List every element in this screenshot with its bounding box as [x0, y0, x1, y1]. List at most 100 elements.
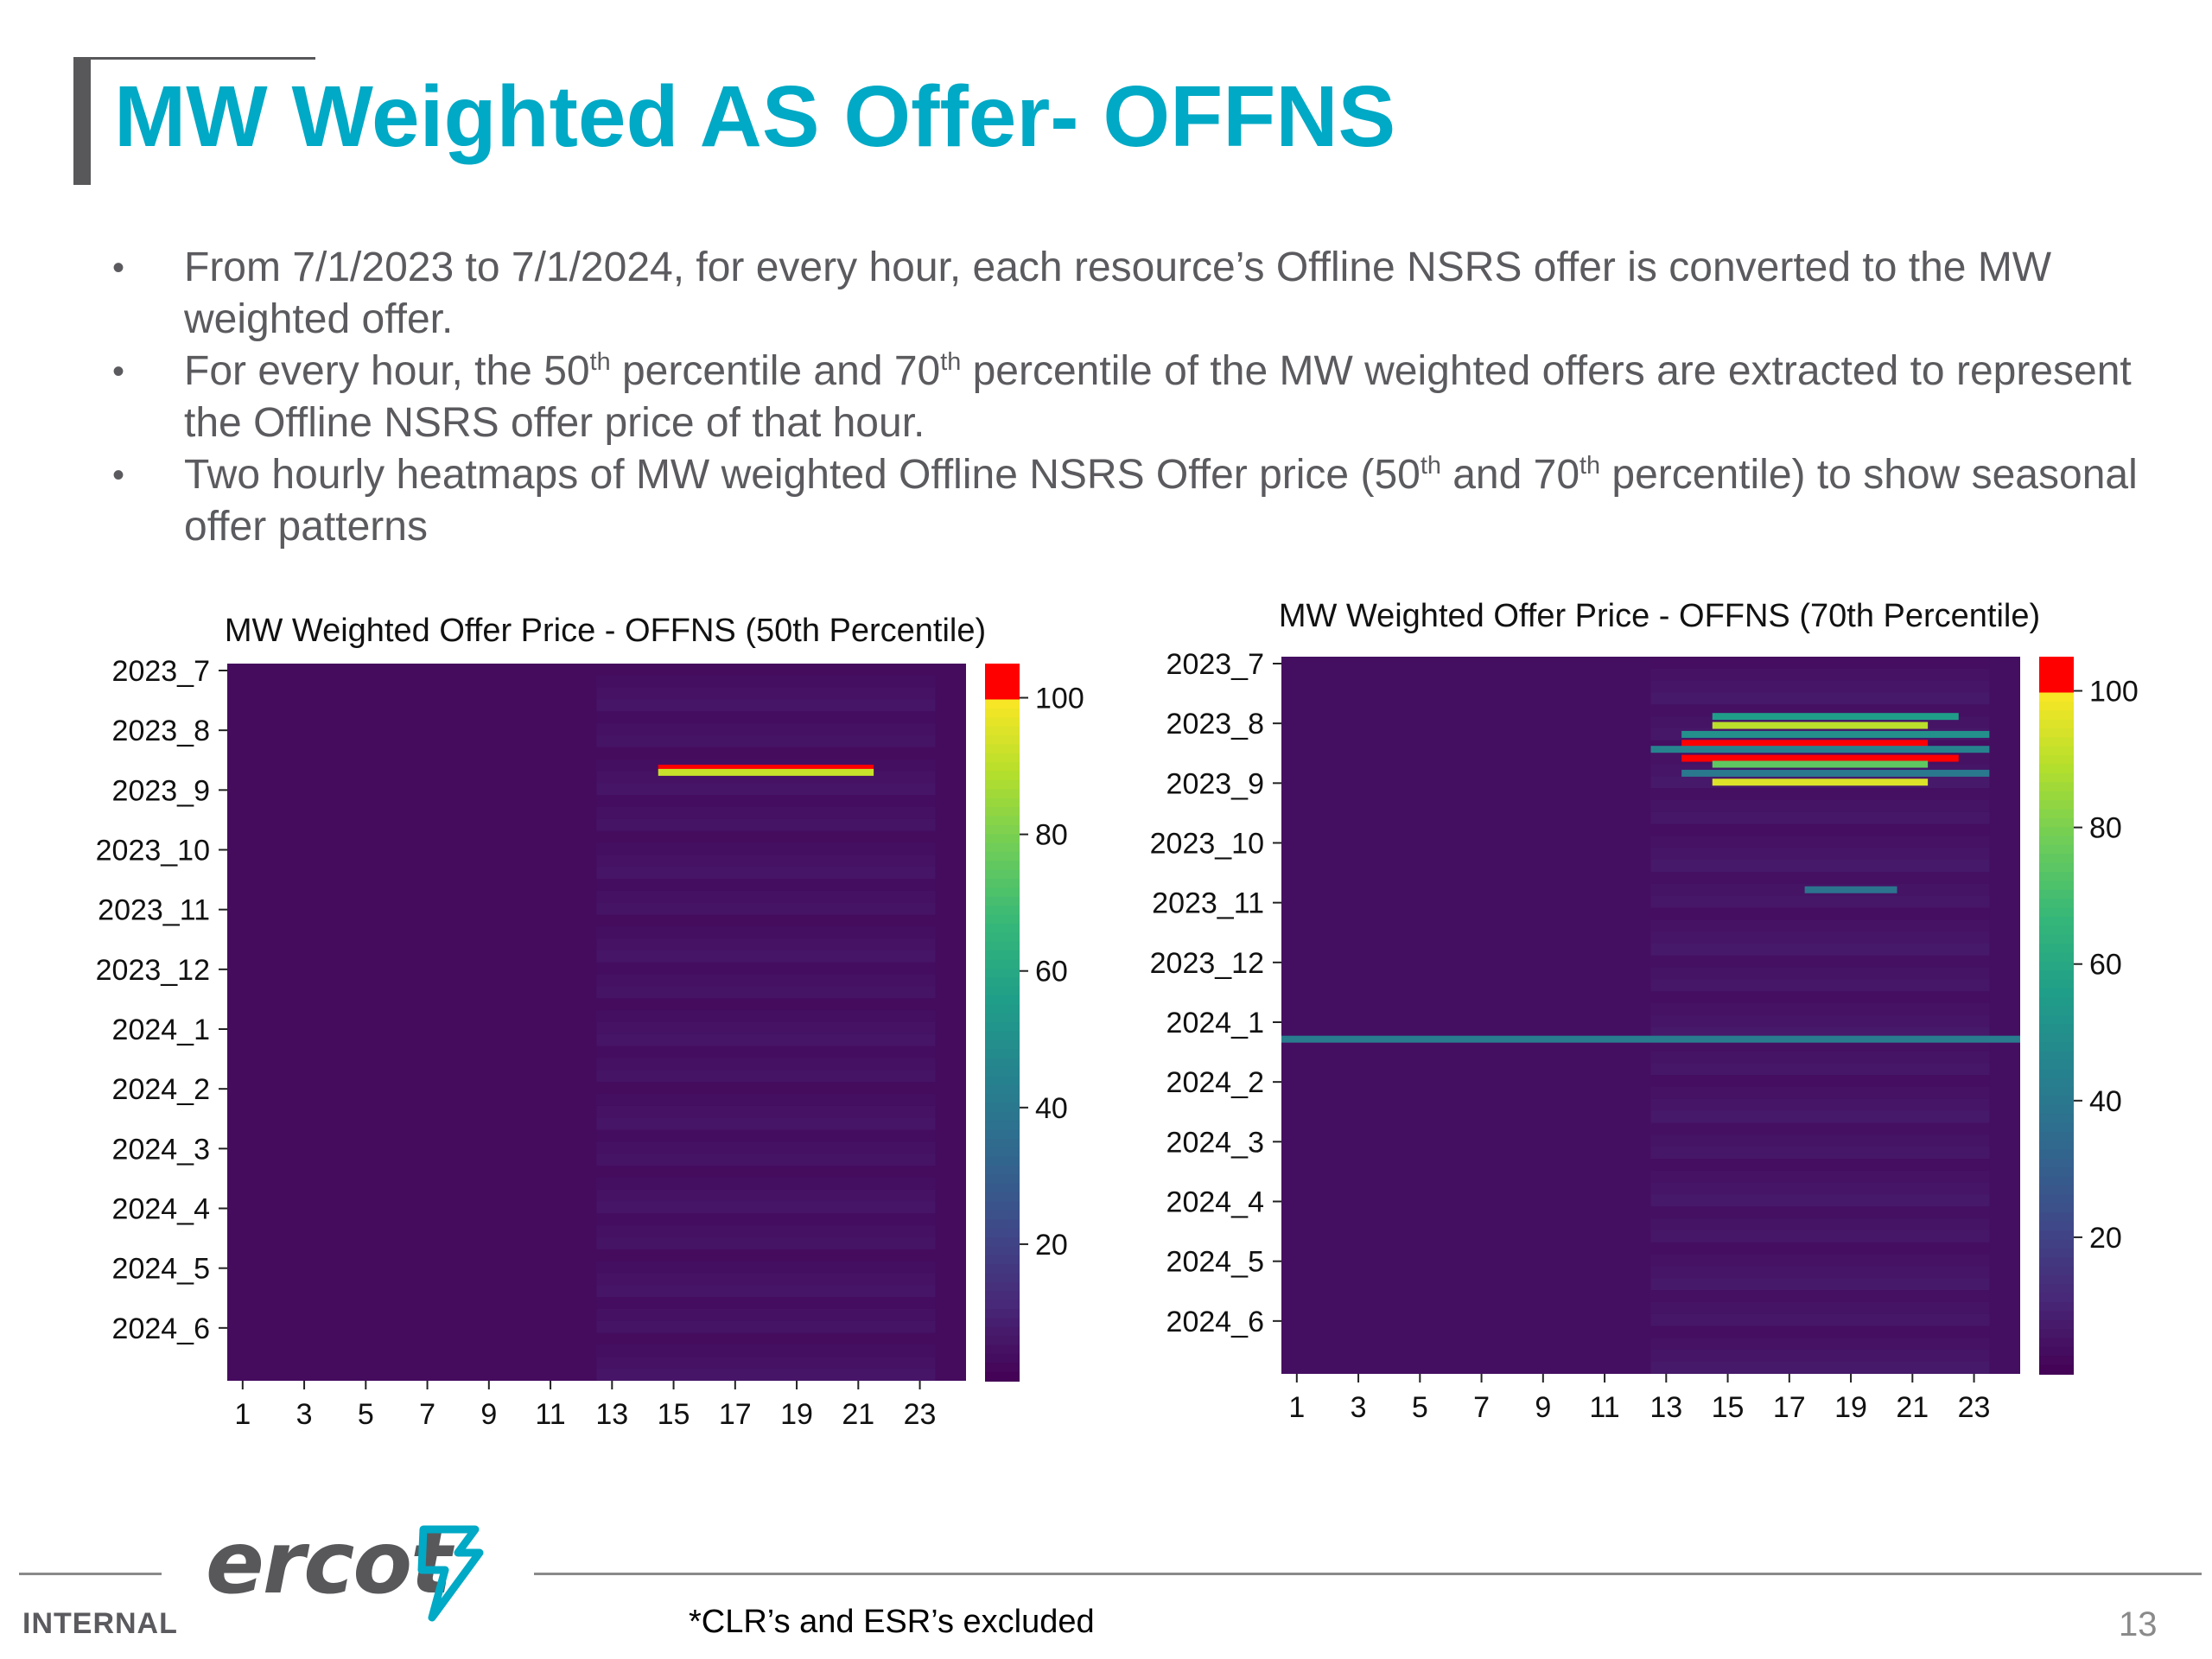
- colorbar-segment: [2039, 674, 2074, 685]
- colorbar-segment: [985, 708, 1020, 719]
- x-tick-label: 9: [1535, 1391, 1551, 1424]
- colorbar-segment: [985, 1273, 1020, 1283]
- colorbar-tick-label: 100: [2089, 676, 2139, 709]
- heatmap-texture-row: [1650, 931, 1990, 944]
- colorbar-segment: [985, 1121, 1020, 1131]
- y-tick-label: 2024_4: [1166, 1186, 1264, 1219]
- footer-rule-left: [19, 1573, 162, 1575]
- colorbar-segment: [985, 1004, 1020, 1014]
- colorbar-segment: [2039, 1356, 2074, 1366]
- heatmap-cell-band: [1804, 886, 1897, 893]
- colorbar-tick-label: 20: [1035, 1229, 1068, 1262]
- colorbar-segment: [2039, 1338, 2074, 1348]
- heatmap-texture-row: [596, 735, 936, 747]
- colorbar-segment: [2039, 899, 2074, 909]
- x-tick-label: 5: [358, 1398, 374, 1431]
- colorbar-segment: [2039, 1248, 2074, 1259]
- heatmap-texture-row: [1650, 1122, 1990, 1135]
- heatmap-texture-row: [596, 926, 936, 939]
- heatmap-texture-row: [1650, 1147, 1990, 1159]
- heatmap-texture-row: [1650, 788, 1990, 800]
- heatmap-texture-row: [1650, 967, 1990, 980]
- colorbar-segment: [985, 681, 1020, 692]
- heatmap-texture-row: [1650, 1278, 1990, 1291]
- colorbar-segment: [985, 834, 1020, 844]
- x-tick-label: 21: [842, 1398, 874, 1431]
- y-tick-label: 2023_8: [1166, 708, 1264, 741]
- colorbar-segment: [985, 816, 1020, 826]
- heatmap-texture-row: [1650, 1087, 1990, 1099]
- colorbar-segment: [2039, 1319, 2074, 1331]
- heatmap-texture-row: [1650, 919, 1990, 932]
- x-tick-label: 7: [419, 1398, 435, 1431]
- colorbar-segment: [2039, 710, 2074, 721]
- colorbar-segment: [985, 664, 1020, 674]
- x-tick-label: 19: [780, 1398, 813, 1431]
- x-tick-label: 1: [1288, 1391, 1305, 1424]
- heatmap-texture-row: [1650, 1075, 1990, 1087]
- heatmap-texture-row: [596, 664, 936, 676]
- heatmap-texture-row: [596, 1225, 936, 1237]
- heatmap-texture-row: [596, 879, 936, 891]
- heatmap-texture-row: [1650, 823, 1990, 836]
- colorbar-segment: [2039, 862, 2074, 873]
- colorbar-segment: [2039, 1059, 2074, 1071]
- colorbar-segment: [985, 1237, 1020, 1248]
- colorbar-segment: [2039, 1302, 2074, 1313]
- colorbar-segment: [985, 824, 1020, 836]
- colorbar-segment: [985, 1201, 1020, 1211]
- heatmap-cell-band: [658, 765, 874, 772]
- y-tick-label: 2024_5: [1166, 1246, 1264, 1279]
- heatmap-texture-row: [596, 1297, 936, 1309]
- y-tick-label: 2023_11: [98, 894, 210, 927]
- colorbar-segment: [985, 1326, 1020, 1338]
- footer-rule-right: [534, 1573, 2202, 1575]
- colorbar-segment: [985, 1353, 1020, 1364]
- heatmap-texture-row: [1650, 680, 1990, 693]
- heatmap-texture-row: [596, 890, 936, 903]
- heatmap-texture-row: [596, 1105, 936, 1118]
- colorbar-segment: [2039, 1114, 2074, 1124]
- colorbar-segment: [2039, 925, 2074, 936]
- colorbar-segment: [2039, 764, 2074, 774]
- colorbar-segment: [985, 941, 1020, 951]
- colorbar-segment: [2039, 1230, 2074, 1241]
- colorbar-segment: [2039, 844, 2074, 855]
- colorbar-segment: [2039, 1042, 2074, 1052]
- colorbar-segment: [985, 1291, 1020, 1301]
- heatmap-texture-row: [1650, 1098, 1990, 1111]
- x-tick-label: 15: [658, 1398, 690, 1431]
- heatmap-texture-row: [596, 747, 936, 760]
- colorbar-segment: [985, 1066, 1020, 1077]
- colorbar-segment: [985, 879, 1020, 889]
- heatmap-texture-row: [596, 1117, 936, 1130]
- colorbar-segment: [2039, 997, 2074, 1007]
- heatmap-texture-row: [596, 1082, 936, 1094]
- colorbar-segment: [985, 771, 1020, 781]
- heatmap-texture-row: [596, 830, 936, 843]
- colorbar-segment: [985, 1210, 1020, 1221]
- colorbar-segment: [985, 995, 1020, 1006]
- colorbar-segment: [985, 1022, 1020, 1033]
- colorbar-segment: [985, 1309, 1020, 1319]
- page-title: MW Weighted AS Offer- OFFNS: [114, 68, 1396, 165]
- heatmap-texture-row: [1650, 991, 1990, 1004]
- y-tick-label: 2023_7: [112, 655, 210, 688]
- heatmap-texture-row: [596, 998, 936, 1011]
- heatmap-texture-row: [596, 1309, 936, 1321]
- heatmap-texture-row: [596, 1141, 936, 1154]
- colorbar-tick-label: 40: [2089, 1085, 2122, 1118]
- heatmap-texture-row: [596, 950, 936, 963]
- heatmap-cell-band: [1281, 1035, 2020, 1043]
- colorbar-segment: [2039, 800, 2074, 810]
- colorbar-segment: [985, 1076, 1020, 1086]
- heatmap-texture-row: [596, 818, 936, 831]
- y-tick-label: 2023_11: [1152, 887, 1264, 920]
- footnote: *CLR’s and ESR’s excluded: [689, 1604, 1095, 1640]
- heatmap-texture-row: [596, 723, 936, 735]
- heatmap-texture-row: [1650, 811, 1990, 824]
- colorbar-segment: [2039, 728, 2074, 739]
- colorbar-segment: [2039, 683, 2074, 694]
- heatmap-texture-row: [1650, 1003, 1990, 1015]
- colorbar-segment: [985, 851, 1020, 862]
